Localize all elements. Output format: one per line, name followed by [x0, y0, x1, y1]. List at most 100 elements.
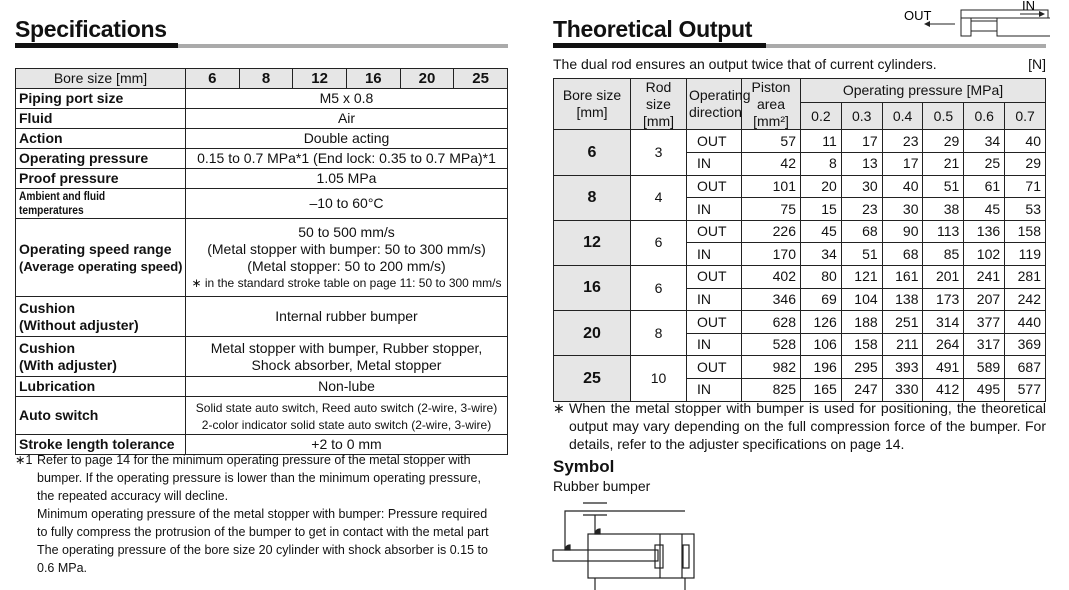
rod-cell: 6 — [630, 264, 687, 312]
bore-cell: 20 — [553, 310, 631, 357]
spec-label: Piping port size — [15, 88, 186, 109]
spec-row-r5: Ambient and fluid temperatures –10 to 60°… — [15, 187, 508, 220]
spec-row-r1: Fluid Air — [15, 108, 508, 129]
output-value: 102 — [963, 242, 1006, 266]
output-value: 317 — [963, 332, 1006, 357]
output-value: 21 — [922, 151, 965, 176]
output-value: 45 — [963, 197, 1006, 221]
piston-area-cell: 628 — [741, 310, 801, 334]
unit-label: [N] — [1028, 56, 1046, 72]
output-value: 30 — [881, 197, 924, 221]
output-value: 23 — [881, 129, 924, 153]
output-value: 121 — [840, 264, 883, 289]
out-label: OUT — [904, 8, 932, 23]
output-value: 23 — [840, 197, 883, 221]
theoretical-output-table: Bore size [mm] Rod size [mm] Operating dire… — [553, 77, 1046, 402]
spec-value: Solid state auto switch, Reed auto switc… — [185, 396, 508, 436]
spec-label: Action — [15, 128, 186, 149]
output-value: 412 — [922, 377, 965, 402]
output-value: 136 — [963, 219, 1006, 244]
spec-value: 50 to 500 mm/s (Metal stopper with bumper… — [185, 218, 508, 298]
note-mark: ∗ — [553, 400, 565, 416]
output-value: 13 — [840, 151, 883, 176]
output-value: 68 — [840, 219, 883, 244]
direction-cell: OUT — [686, 174, 742, 199]
output-value: 69 — [800, 287, 842, 312]
bore-size-12: 12 — [292, 68, 347, 89]
spec-label: Lubrication — [15, 376, 186, 398]
output-value: 20 — [800, 174, 842, 199]
output-value: 211 — [881, 332, 924, 357]
direction-cell: IN — [686, 151, 742, 176]
output-value: 17 — [840, 129, 883, 153]
spec-label: Cushion (With adjuster) — [15, 336, 186, 378]
spec-row-stroke: Stroke length tolerance +2 to 0 mm — [15, 434, 508, 456]
output-value: 34 — [800, 242, 842, 266]
output-note: ∗ When the metal stopper with bumper is … — [553, 399, 1046, 453]
intro-text: The dual rod ensures an output twice tha… — [553, 56, 937, 72]
spec-row-lubrication: Lubrication Non-lube — [15, 376, 508, 398]
rod-cell: 8 — [630, 310, 687, 357]
spec-value: M5 x 0.8 — [185, 88, 508, 109]
bore-cell: 6 — [553, 129, 631, 176]
pressure-0.5: 0.5 — [922, 102, 965, 131]
direction-cell: OUT — [686, 264, 742, 289]
output-intro: The dual rod ensures an output twice tha… — [553, 56, 1046, 72]
output-value: 589 — [963, 355, 1006, 379]
spec-value: Metal stopper with bumper, Rubber stoppe… — [185, 336, 508, 378]
output-value: 314 — [922, 310, 965, 334]
output-row: IN 75 15 23 30 38 45 53 — [554, 197, 1046, 221]
in-label: IN — [1022, 0, 1035, 13]
spec-value: –10 to 60°C — [185, 187, 508, 220]
bore-cell: 25 — [553, 355, 631, 402]
output-value: 34 — [963, 129, 1006, 153]
spec-value: Double acting — [185, 128, 508, 149]
output-value: 369 — [1004, 332, 1046, 357]
output-value: 173 — [922, 287, 965, 312]
pressure-0.7: 0.7 — [1004, 102, 1046, 131]
output-value: 17 — [881, 151, 924, 176]
spec-value: +2 to 0 mm — [185, 434, 508, 456]
output-value: 30 — [840, 174, 883, 199]
output-value: 241 — [963, 264, 1006, 289]
title-underline — [553, 43, 1046, 48]
direction-cell: IN — [686, 332, 742, 357]
direction-cell: IN — [686, 287, 742, 312]
output-value: 71 — [1004, 174, 1046, 199]
spec-row-cushion-with: Cushion (With adjuster) Metal stopper with… — [15, 336, 508, 378]
output-value: 104 — [840, 287, 883, 312]
output-value: 158 — [1004, 219, 1046, 244]
bore-size-25: 25 — [453, 68, 508, 89]
direction-cell: IN — [686, 197, 742, 221]
output-value: 495 — [963, 377, 1006, 402]
output-value: 29 — [1004, 151, 1046, 176]
output-value: 377 — [963, 310, 1006, 334]
spec-value: 0.15 to 0.7 MPa*1 (End lock: 0.35 to 0.7… — [185, 148, 508, 169]
specifications-title: Specifications — [15, 16, 167, 42]
direction-cell: IN — [686, 377, 742, 402]
footnote-line: 0.6 MPa. — [37, 561, 88, 575]
output-row: 6 3 OUT 57 11 17 23 29 34 40 — [553, 129, 1046, 176]
piston-area-cell: 75 — [741, 197, 801, 221]
symbol-title: Symbol — [553, 457, 615, 476]
direction-cell: IN — [686, 242, 742, 266]
output-row: 25 10 OUT 982 196 295 393 491 589 687 — [553, 355, 1046, 402]
output-value: 126 — [800, 310, 842, 334]
pressure-header: Operating pressure [MPa] — [800, 77, 1046, 104]
output-value: 90 — [881, 219, 924, 244]
spec-label: Auto switch — [15, 396, 186, 436]
bore-size-header: Bore size [mm] — [15, 68, 186, 89]
rod-cell: 3 — [630, 129, 687, 176]
output-value: 11 — [800, 129, 842, 153]
output-value: 113 — [922, 219, 965, 244]
output-row: IN 346 69 104 138 173 207 242 — [554, 287, 1046, 312]
direction-cell: OUT — [686, 310, 742, 334]
spec-value: Non-lube — [185, 376, 508, 398]
rubber-bumper-symbol — [552, 502, 695, 590]
bore-cell: 8 — [553, 174, 631, 221]
output-row: 20 8 OUT 628 126 188 251 314 377 440 — [553, 310, 1046, 357]
pressure-0.4: 0.4 — [881, 102, 924, 131]
spec-row-auto-switch: Auto switch Solid state auto switch, Reed… — [15, 396, 508, 436]
rod-cell: 10 — [630, 355, 687, 402]
output-value: 8 — [800, 151, 842, 176]
